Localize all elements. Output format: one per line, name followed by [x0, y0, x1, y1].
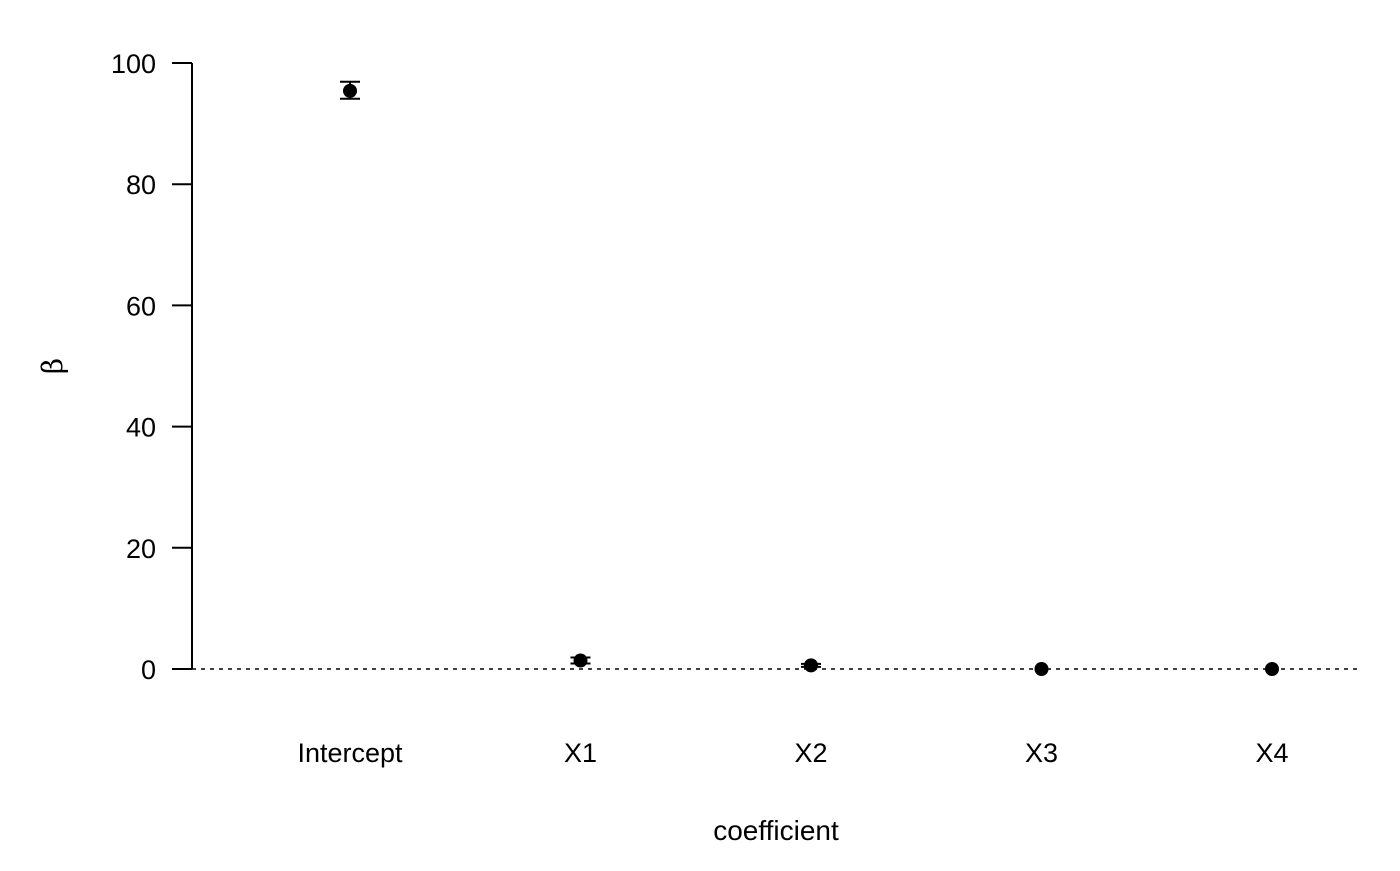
data-point	[573, 653, 588, 668]
y-axis-title: β	[36, 358, 69, 374]
data-point	[804, 658, 818, 673]
x-category-label: X3	[1025, 738, 1058, 768]
axes: 0 20 40 60 80 100	[111, 49, 193, 685]
y-tick-label: 100	[111, 49, 156, 79]
y-tick-label: 20	[126, 534, 156, 564]
data-point	[1034, 662, 1049, 676]
x-category-label: Intercept	[297, 738, 403, 768]
data-point	[343, 83, 357, 98]
axis-labels: coefficient β Intercept X1 X2 X3 X4	[36, 358, 1289, 846]
x-axis-title: coefficient	[713, 815, 839, 846]
data-marks	[340, 80, 1279, 676]
x-category-label: X4	[1255, 738, 1288, 768]
data-point	[1265, 662, 1279, 676]
x-category-label: X1	[564, 738, 597, 768]
y-tick-label: 80	[126, 170, 156, 200]
x-category-label: X2	[794, 738, 827, 768]
y-tick-label: 0	[141, 655, 156, 685]
y-tick-label: 60	[126, 291, 156, 321]
y-tick-label: 40	[126, 413, 156, 443]
